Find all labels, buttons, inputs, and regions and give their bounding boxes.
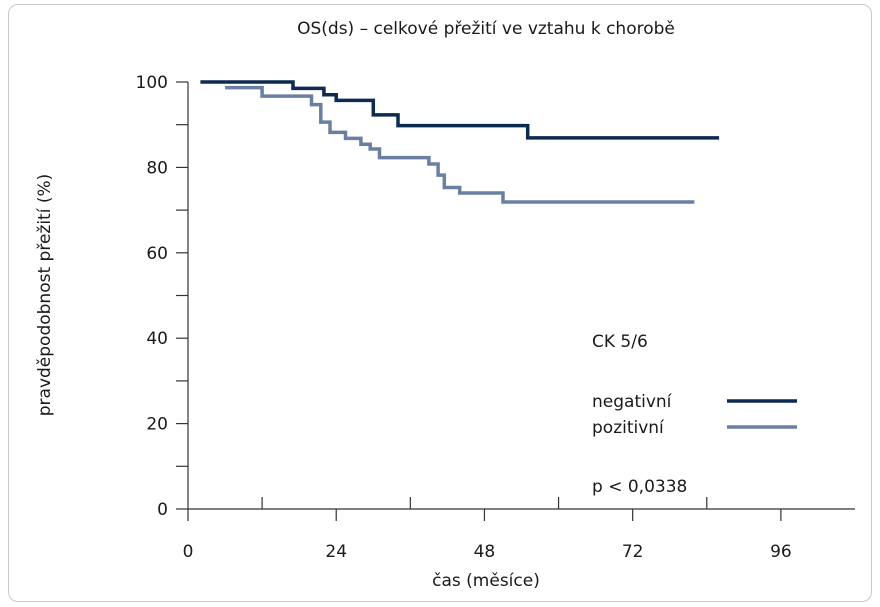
legend: CK 5/6 negativní pozitivní p < 0,0338 [592, 332, 797, 497]
x-tick-label: 48 [474, 542, 496, 562]
x-tick-label: 96 [770, 542, 792, 562]
y-tick-label: 40 [146, 329, 168, 349]
p-value-annotation: p < 0,0338 [592, 477, 687, 497]
y-tick-label: 0 [157, 500, 168, 520]
legend-entry-label: pozitivní [592, 418, 665, 438]
series-line-1 [200, 80, 720, 140]
x-tick-label: 0 [183, 542, 194, 562]
y-tick-label: 100 [136, 73, 168, 93]
y-tick-label: 20 [146, 415, 168, 435]
legend-title: CK 5/6 [592, 332, 648, 352]
y-tick-label: 80 [146, 158, 168, 178]
y-axis-label: pravděpodobnost přežití (%) [35, 174, 55, 417]
series-line-2 [225, 85, 695, 204]
x-tick-label: 72 [622, 542, 644, 562]
x-axis-label: čas (měsíce) [432, 571, 540, 591]
legend-entry-label: negativní [592, 392, 673, 412]
axes: 0 20 40 60 80 100 0 24 48 72 96 [136, 73, 855, 562]
series-layer [200, 80, 720, 204]
y-tick-label: 60 [146, 244, 168, 264]
x-tick-label: 24 [325, 542, 347, 562]
chart-frame [8, 4, 872, 602]
chart-title: OS(ds) – celkové přežití ve vztahu k cho… [297, 19, 675, 39]
